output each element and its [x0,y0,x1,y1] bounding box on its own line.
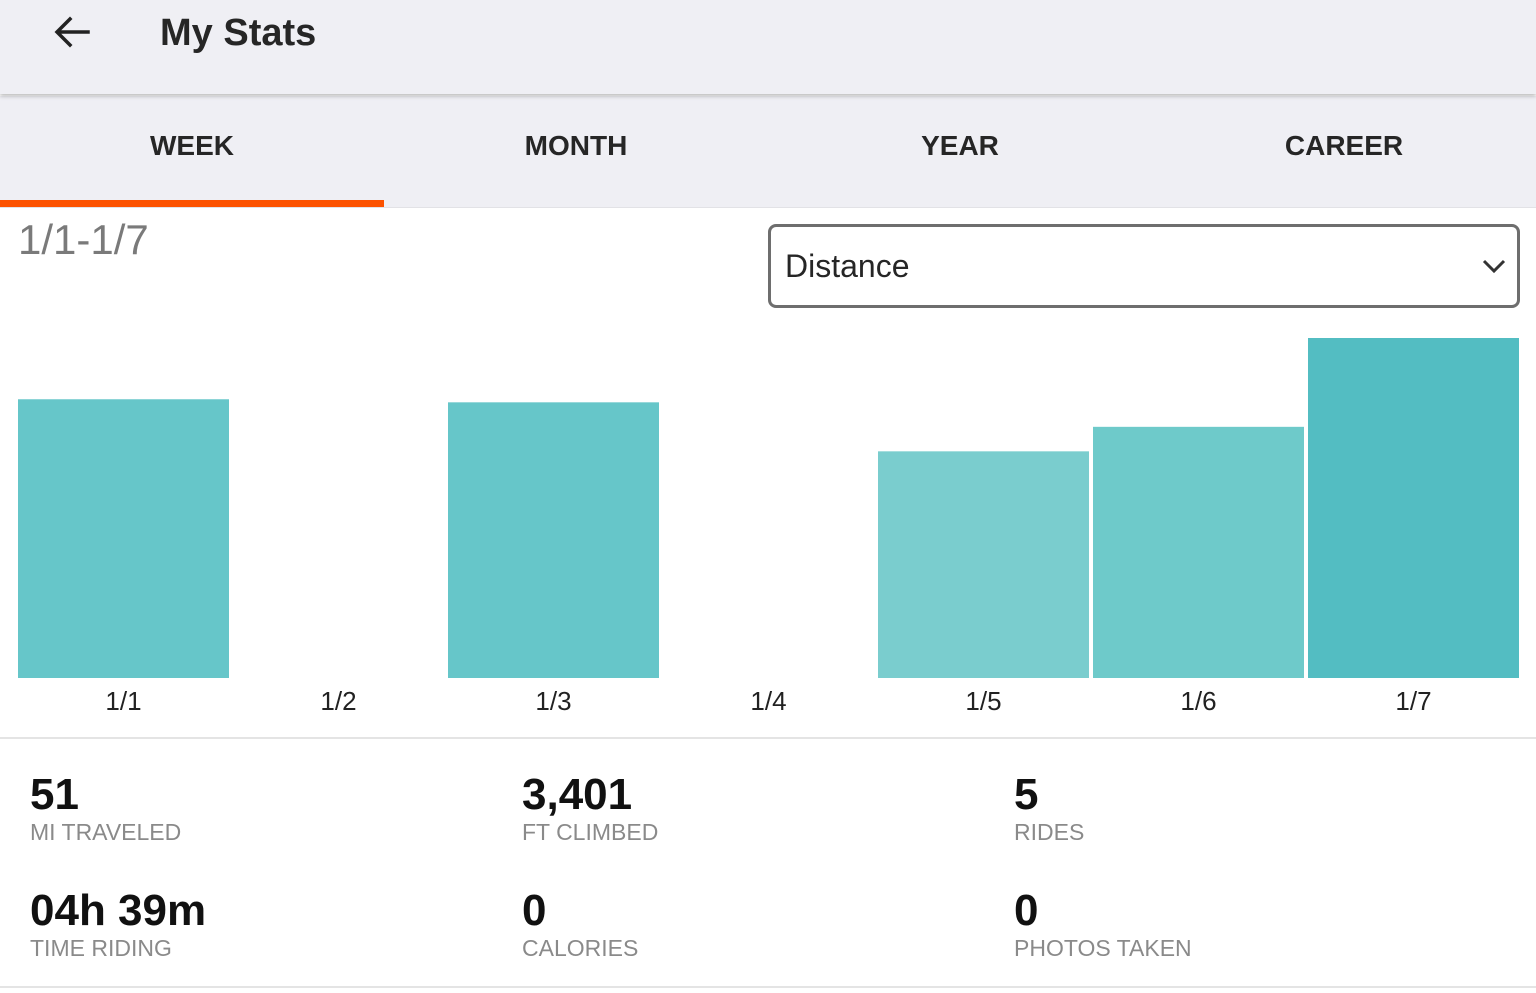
stat-value: 3,401 [522,770,633,819]
page-title: My Stats [160,12,317,54]
tab-week[interactable]: WEEK [0,96,384,207]
stat-label: CALORIES [522,935,639,961]
bar-1-3[interactable] [448,402,659,678]
back-button[interactable] [48,8,96,56]
bar-1-7[interactable] [1308,338,1519,678]
stat-label: MI TRAVELED [30,819,182,845]
tab-label: YEAR [921,129,999,161]
stat-label: RIDES [1014,819,1085,845]
stat-value: 0 [522,886,547,935]
stat-value: 5 [1014,770,1039,819]
stat-label: TIME RIDING [30,935,172,961]
bar-1-6[interactable] [1093,426,1304,678]
stat-value: 04h 39m [30,886,207,935]
stat-calories: 0 CALORIES [522,886,638,962]
stat-label: PHOTOS TAKEN [1014,935,1192,961]
x-tick-label: 1/5 [965,686,1001,716]
tab-label: WEEK [150,129,234,161]
metric-dropdown[interactable]: Distance [768,224,1520,308]
stat-label: FT CLIMBED [522,819,659,845]
metric-dropdown-value: Distance [785,248,910,284]
bar-1-1[interactable] [18,399,229,678]
tab-label: MONTH [524,129,628,161]
stat-rides: 5 RIDES [1014,770,1084,846]
x-tick-label: 1/3 [535,686,571,716]
tab-label: CAREER [1284,129,1404,161]
period-tabs: WEEK MONTH YEAR CAREER [0,96,1536,208]
stat-elevation: 3,401 FT CLIMBED [522,770,658,846]
app-bar: My Stats [0,0,1536,94]
tab-year[interactable]: YEAR [768,96,1152,207]
x-tick-label: 1/1 [105,686,141,716]
stat-photos: 0 PHOTOS TAKEN [1014,886,1192,962]
chart-divider [0,737,1536,739]
x-tick-label: 1/2 [320,686,356,716]
stat-value: 0 [1014,886,1039,935]
bottom-divider [0,986,1536,988]
weekly-distance-chart: 1/1 1/2 1/3 1/4 1/5 1/6 1/7 [18,338,1519,716]
x-tick-label: 1/6 [1180,686,1216,716]
x-tick-label: 1/4 [750,686,786,716]
chevron-down-icon [1482,259,1506,274]
arrow-left-icon [54,16,90,48]
stat-value: 51 [30,770,79,819]
tab-career[interactable]: CAREER [1152,96,1536,207]
bar-1-5[interactable] [878,451,1089,678]
x-tick-label: 1/7 [1395,686,1431,716]
tab-month[interactable]: MONTH [384,96,768,207]
stat-miles: 51 MI TRAVELED [30,770,181,846]
stat-time: 04h 39m TIME RIDING [30,886,206,962]
selected-tab-indicator [0,200,384,207]
date-range-label: 1/1-1/7 [18,216,149,263]
